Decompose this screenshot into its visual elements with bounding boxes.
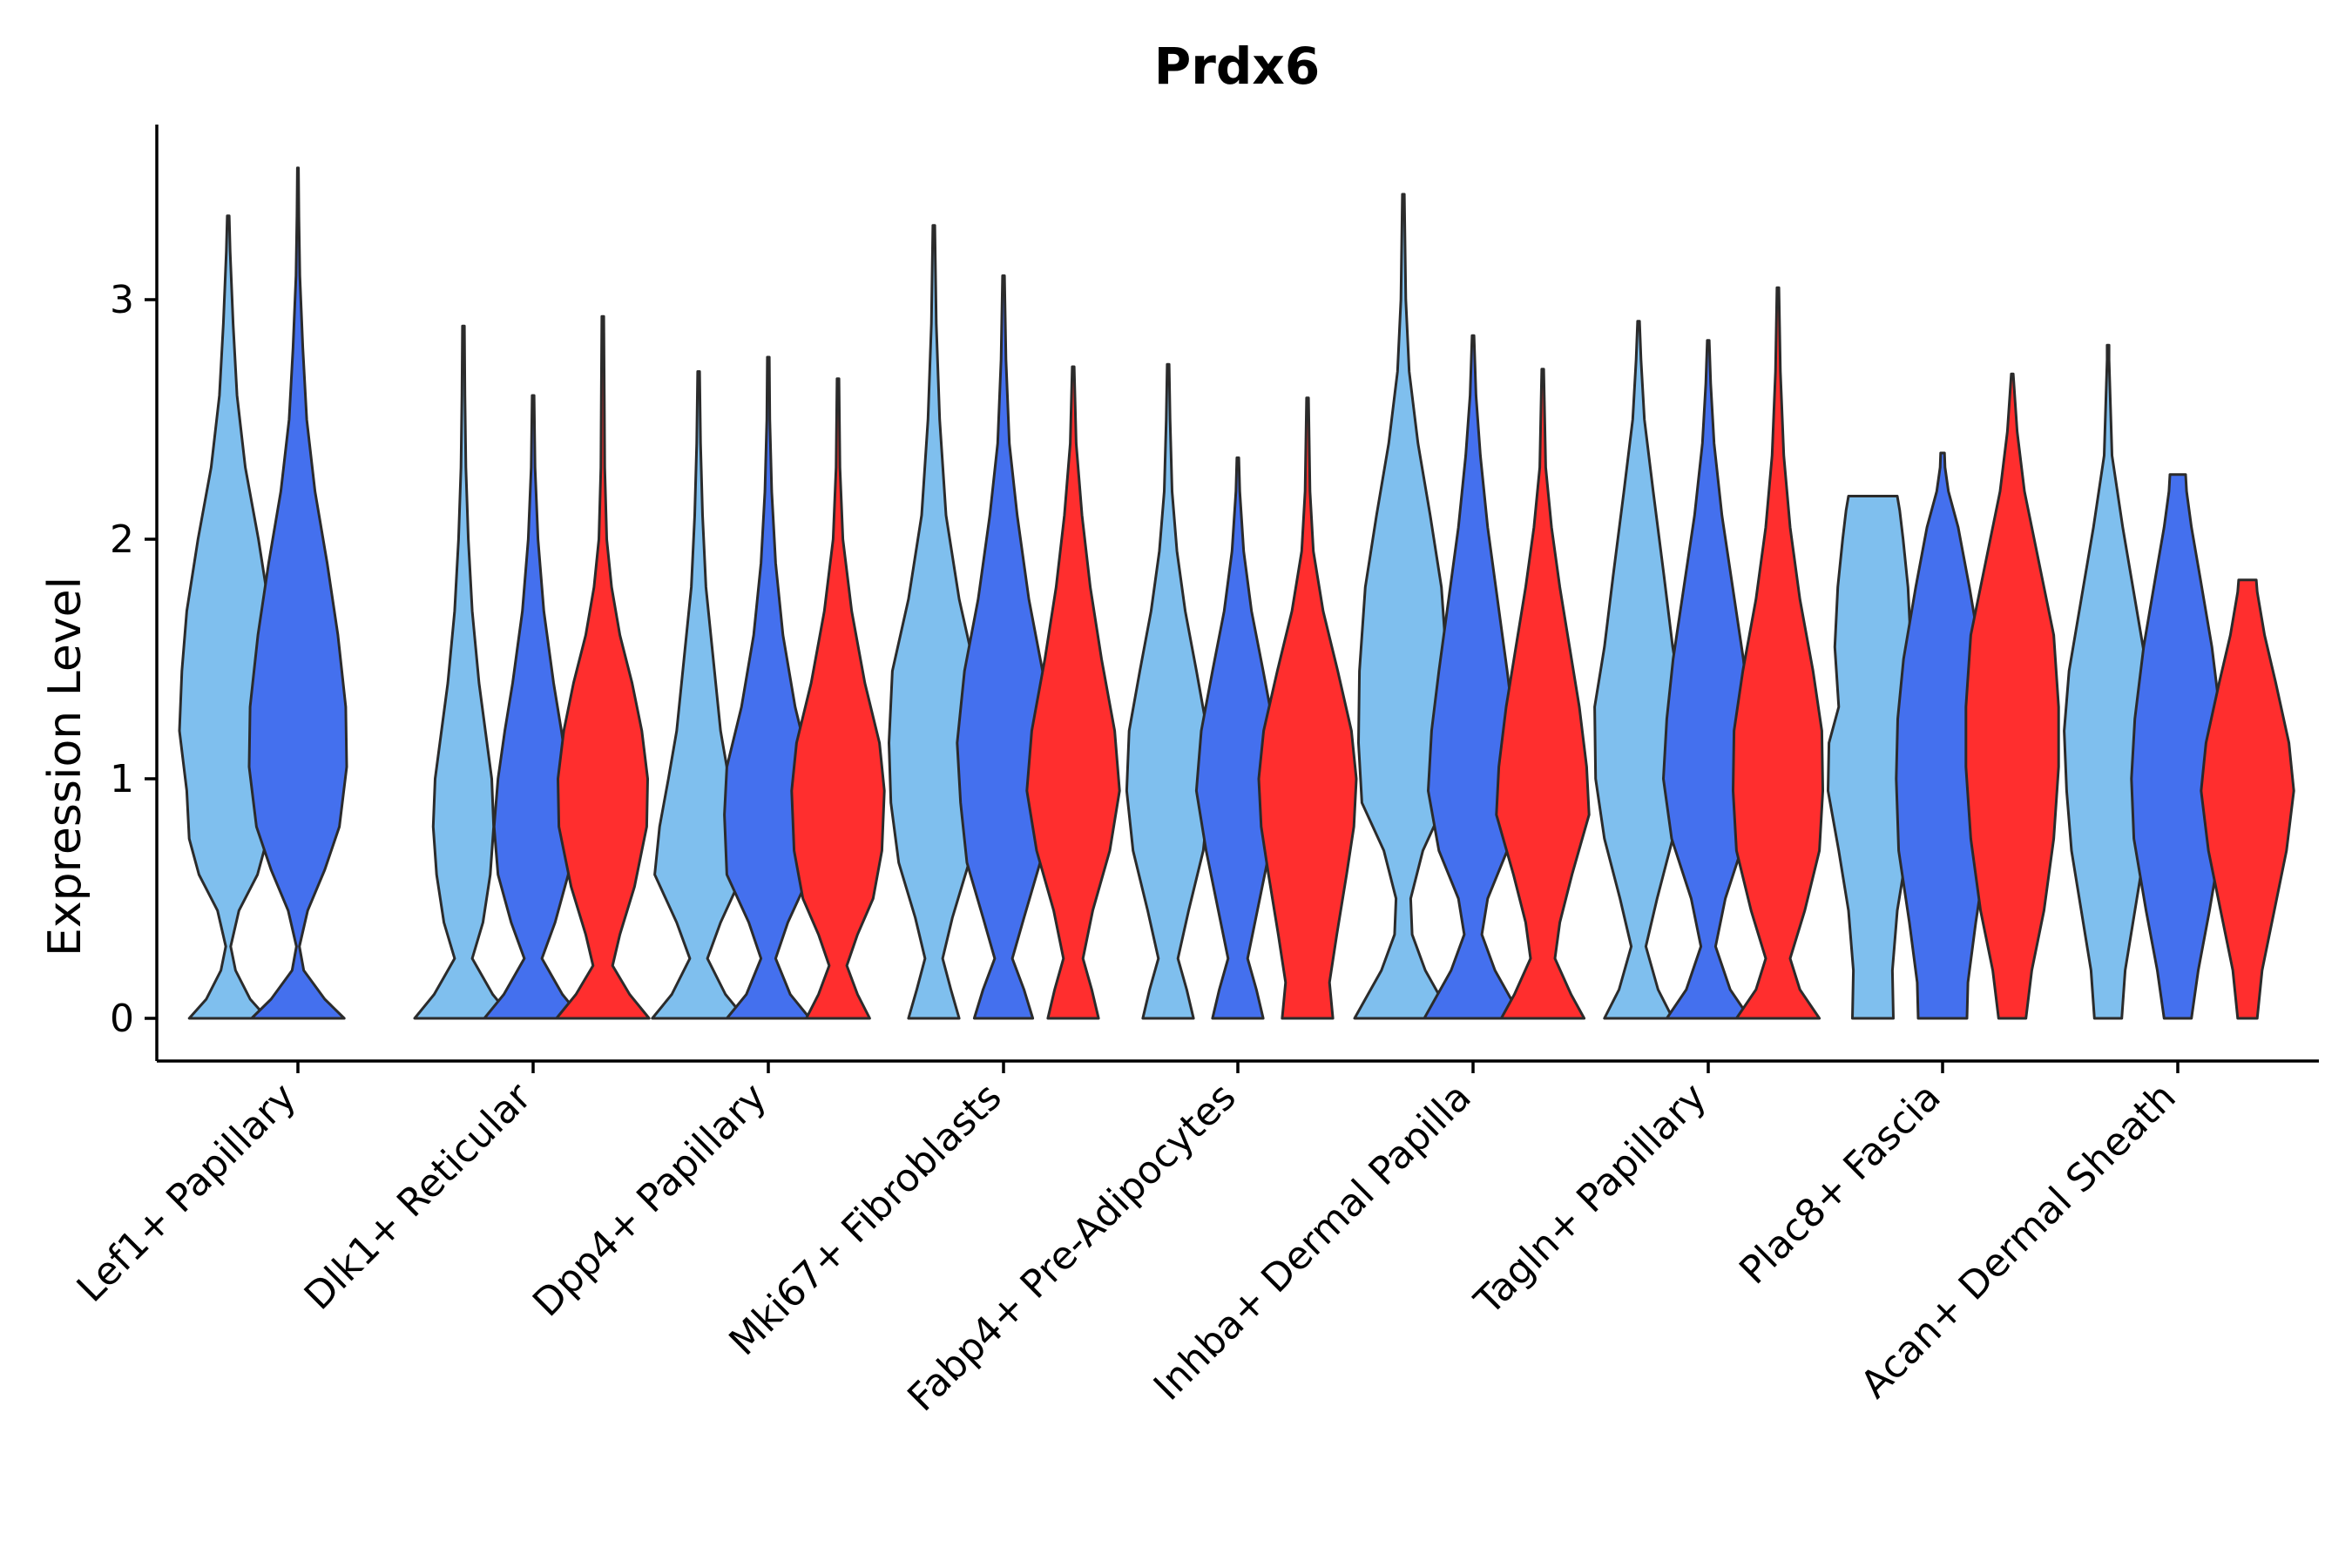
violin-group-1-5 [1125,362,1212,1020]
violin-group-3-8 [1964,372,2060,1020]
violin-group-1-3 [651,370,747,1020]
violin-group-3-3 [790,377,886,1020]
x-tick-label: Dlk1+ Reticular [296,1074,541,1319]
violin-group-3-2 [555,314,651,1020]
chart-title: Prdx6 [1154,37,1320,96]
violin-group-3-7 [1732,286,1824,1020]
violin-group-1-4 [888,224,980,1020]
y-tick-label: 0 [110,997,134,1041]
violin-group-2-1 [247,166,348,1020]
x-tick-label: Tagln+ Papillary [1466,1075,1715,1324]
violins-layer [178,166,2295,1020]
violin-group-2-2 [483,394,584,1020]
violin-group-2-7 [1662,339,1754,1020]
y-axis-label: Expression Level [39,577,91,956]
violin-group-2-6 [1423,334,1524,1020]
x-tick-label: Plac8+ Fascia [1731,1075,1950,1294]
violin-group-3-5 [1257,396,1358,1020]
violin-group-3-4 [1025,365,1121,1020]
violin-group-3-6 [1495,368,1591,1020]
violin-group-3-9 [2200,578,2295,1020]
y-tick-label: 2 [110,517,134,562]
y-tick-label: 1 [110,757,134,801]
violin-group-1-7 [1593,320,1684,1020]
x-tick-label: Dpp4+ Papillary [524,1075,775,1326]
violin-group-2-3 [723,355,814,1020]
violin-group-2-4 [956,274,1051,1020]
violin-group-1-2 [413,324,514,1020]
violin-group-1-6 [1353,193,1454,1020]
x-tick-label: Lef1+ Papillary [69,1075,305,1311]
y-tick-label: 3 [110,278,134,322]
y-ticks: 0 1 2 3 [110,278,157,1041]
